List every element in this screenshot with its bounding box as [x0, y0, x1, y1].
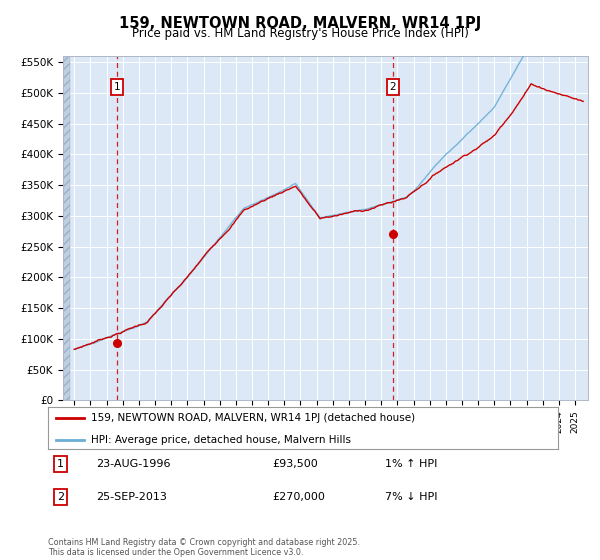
Text: 1: 1 [113, 82, 120, 92]
Text: 159, NEWTOWN ROAD, MALVERN, WR14 1PJ (detached house): 159, NEWTOWN ROAD, MALVERN, WR14 1PJ (de… [91, 413, 415, 423]
Text: 7% ↓ HPI: 7% ↓ HPI [385, 492, 437, 502]
Bar [61, 56, 70, 400]
Text: Contains HM Land Registry data © Crown copyright and database right 2025.
This d: Contains HM Land Registry data © Crown c… [48, 538, 360, 557]
Text: 159, NEWTOWN ROAD, MALVERN, WR14 1PJ: 159, NEWTOWN ROAD, MALVERN, WR14 1PJ [119, 16, 481, 31]
Text: 25-SEP-2013: 25-SEP-2013 [97, 492, 167, 502]
Text: 23-AUG-1996: 23-AUG-1996 [97, 459, 171, 469]
Text: £93,500: £93,500 [272, 459, 318, 469]
Text: HPI: Average price, detached house, Malvern Hills: HPI: Average price, detached house, Malv… [91, 435, 352, 445]
Text: 1% ↑ HPI: 1% ↑ HPI [385, 459, 437, 469]
Text: £270,000: £270,000 [272, 492, 325, 502]
Text: 2: 2 [390, 82, 397, 92]
Text: 2: 2 [57, 492, 64, 502]
Text: Price paid vs. HM Land Registry's House Price Index (HPI): Price paid vs. HM Land Registry's House … [131, 27, 469, 40]
Text: 1: 1 [57, 459, 64, 469]
